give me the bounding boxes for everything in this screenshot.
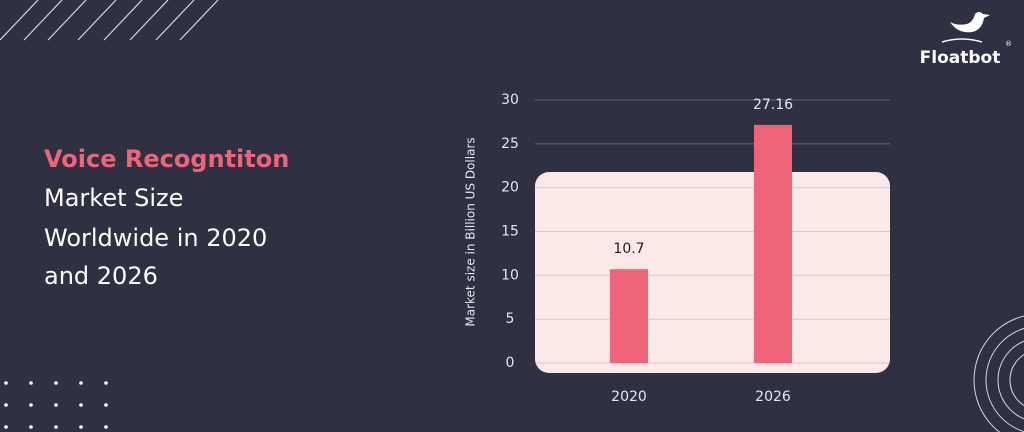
decor-dot [29,403,33,407]
heading-line: and 2026 [44,262,158,290]
value-label: 27.16 [753,97,793,113]
heading: Voice Recogntiton Market Size Worldwide … [44,145,289,290]
decor-dot [54,425,58,429]
chart: 0 5 10 15 20 25 30 10.7 2020 27.16 2026 [501,92,890,405]
y-tick-label: 15 [501,224,519,240]
y-tick-label: 10 [501,267,519,283]
logo-wave [941,38,983,43]
decor-dot [104,425,108,429]
y-tick-label: 0 [506,355,515,371]
decor-dots [4,381,108,429]
decor-dot [4,425,8,429]
y-tick-label: 25 [501,136,519,152]
decor-circles [973,315,1024,432]
decor-dot [79,403,83,407]
decor-lines [0,0,219,41]
decor-dot [104,381,108,385]
value-label: 10.7 [613,241,644,257]
decor-dot [4,403,8,407]
heading-line: Market Size [44,184,183,212]
y-axis-title: Market size in Billion US Dollars [464,137,478,326]
decor-dot [4,381,8,385]
decor-dot [104,403,108,407]
bar [754,124,792,363]
logo-text: Floatbot [920,48,1001,68]
x-tick-label: 2020 [611,389,647,405]
y-tick-label: 20 [501,180,519,196]
decor-dot [54,381,58,385]
decor-dot [54,403,58,407]
logo-registered: ® [1005,40,1012,48]
y-tick-label: 5 [506,311,515,327]
heading-line: Worldwide in 2020 [44,224,267,252]
decor-dot [29,381,33,385]
chart-panel [535,172,890,373]
x-tick-label: 2026 [755,389,791,405]
decor-dot [79,425,83,429]
logo-icon [950,12,990,33]
heading-highlight: Voice Recogntiton [44,145,289,173]
logo: Floatbot ® [920,12,1012,68]
decor-dot [79,381,83,385]
bar [610,269,648,363]
y-tick-label: 30 [501,92,519,108]
decor-dot [29,425,33,429]
